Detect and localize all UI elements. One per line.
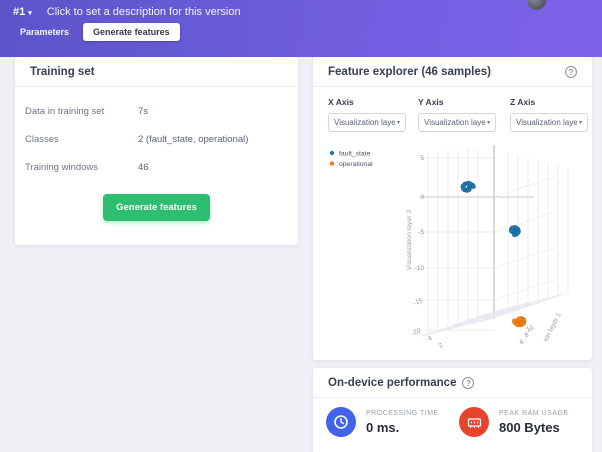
training-set-header: Training set: [15, 57, 298, 87]
training-set-title: Training set: [30, 66, 95, 78]
z-axis-select-value: Visualization laye: [516, 118, 577, 127]
chevron-down-icon: ▾: [486, 120, 490, 126]
row-label: Training windows: [25, 161, 99, 173]
x-axis-select[interactable]: Visualization laye ▾: [328, 113, 406, 132]
svg-text:-15: -15: [412, 297, 424, 307]
svg-text:4: 4: [427, 335, 434, 343]
performance-card: On-device performance ? PROCESSING TIME …: [313, 368, 592, 452]
x-axis-selector: X Axis Visualization laye ▾: [328, 97, 406, 132]
button-row: Generate features: [15, 194, 298, 221]
axis-selector-row: X Axis Visualization laye ▾ Y Axis Visua…: [313, 97, 592, 139]
version-label: #1: [13, 6, 26, 18]
y-axis-select[interactable]: Visualization laye ▾: [418, 113, 496, 132]
performance-header: On-device performance ?: [313, 368, 592, 398]
svg-text:10: 10: [525, 324, 535, 334]
tab-generate-features[interactable]: Generate features: [83, 23, 180, 41]
metric-label: PROCESSING TIME: [366, 409, 439, 417]
legend-marker-operational: [329, 161, 335, 166]
feature-explorer-card: Feature explorer (46 samples) ? X Axis V…: [313, 57, 592, 360]
x-axis-ticks: 10 8 6: [519, 324, 536, 346]
z-axis-title: Visualization layer 3: [406, 210, 413, 271]
svg-text:8: 8: [524, 331, 531, 339]
legend-label: fault_state: [339, 151, 371, 158]
plot-legend[interactable]: fault_state operational: [329, 150, 373, 169]
version-header: #1 ▾ Click to set a description for this…: [13, 6, 241, 18]
y-axis-selector: Y Axis Visualization laye ▾: [418, 97, 496, 132]
help-icon[interactable]: ?: [462, 377, 475, 389]
metric-value: 0 ms.: [366, 419, 400, 435]
z-axis-ticks: 5 0 -5 -10 -15 -20: [410, 155, 424, 337]
performance-title: On-device performance: [328, 377, 457, 389]
legend-label: operational: [339, 161, 373, 168]
z-axis-label: Z Axis: [510, 97, 536, 107]
y-axis-select-value: Visualization laye: [424, 118, 485, 127]
help-icon[interactable]: ?: [565, 66, 577, 78]
x-axis-label: X Axis: [328, 97, 354, 107]
chevron-down-icon: ▾: [396, 120, 400, 126]
legend-marker-fault-state: [329, 150, 335, 156]
plot-grid: [421, 145, 569, 337]
svg-text:0: 0: [420, 194, 424, 201]
ram-icon: [459, 407, 489, 437]
feature-plot: fault_state operational 5 0 -5 -10 -15 -…: [329, 145, 569, 350]
training-set-card: Training set Data in training set 7s Cla…: [15, 57, 298, 245]
row-value: 7s: [138, 105, 149, 117]
generate-features-button[interactable]: Generate features: [103, 194, 210, 221]
chevron-down-icon: ▾: [578, 120, 582, 126]
tab-parameters[interactable]: Parameters: [20, 27, 70, 37]
table-row: Classes 2 (fault_state, operational): [15, 125, 298, 153]
tab-bar: Parameters Generate features: [18, 23, 180, 41]
x-axis-title: ion layer 1: [542, 312, 563, 343]
version-description[interactable]: Click to set a description for this vers…: [46, 6, 241, 18]
svg-text:-5: -5: [418, 229, 424, 236]
feature-explorer-header: Feature explorer (46 samples) ?: [313, 57, 592, 87]
z-axis-selector: Z Axis Visualization laye ▾: [510, 97, 588, 132]
feature-plot-area[interactable]: fault_state operational 5 0 -5 -10 -15 -…: [321, 140, 593, 355]
z-axis-select[interactable]: Visualization laye ▾: [510, 113, 588, 132]
version-selector[interactable]: #1 ▾: [13, 6, 32, 18]
row-label: Classes: [25, 133, 59, 145]
metric-processing-time: PROCESSING TIME 0 ms.: [326, 407, 439, 437]
svg-text:2: 2: [438, 342, 445, 350]
chevron-down-icon: ▾: [28, 10, 32, 17]
feature-explorer-title: Feature explorer (46 samples): [328, 66, 491, 78]
svg-text:5: 5: [420, 155, 424, 162]
top-banner: #1 ▾ Click to set a description for this…: [0, 0, 602, 57]
plot-clusters: [460, 180, 527, 328]
metric-value: 800 Bytes: [499, 419, 560, 435]
y-axis-label: Y Axis: [418, 97, 444, 107]
table-row: Data in training set 7s: [15, 97, 298, 125]
svg-text:6: 6: [519, 338, 526, 346]
row-value: 2 (fault_state, operational): [138, 133, 249, 145]
row-value: 46: [138, 161, 149, 173]
training-set-rows: Data in training set 7s Classes 2 (fault…: [15, 87, 298, 181]
x-axis-select-value: Visualization laye: [334, 118, 395, 127]
y-axis-ticks: 4 2: [427, 335, 445, 350]
table-row: Training windows 46: [15, 153, 298, 181]
metric-peak-ram: PEAK RAM USAGE 800 Bytes: [459, 407, 569, 437]
user-avatar[interactable]: [527, 0, 546, 10]
row-label: Data in training set: [25, 105, 105, 117]
svg-text:-10: -10: [415, 265, 425, 272]
performance-metrics: PROCESSING TIME 0 ms. PEAK RAM USAGE 800…: [313, 398, 592, 450]
clock-icon: [326, 407, 356, 437]
svg-text:-20: -20: [410, 327, 422, 337]
metric-label: PEAK RAM USAGE: [499, 409, 569, 417]
